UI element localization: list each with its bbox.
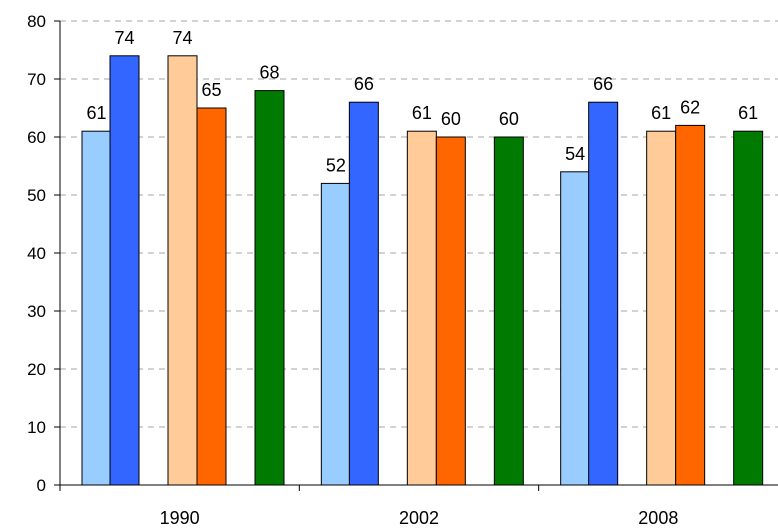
data-label: 66 (354, 74, 374, 94)
bar (435, 136, 466, 486)
data-label: 61 (651, 103, 671, 123)
bar (320, 182, 351, 486)
x-tick-label: 2002 (399, 508, 439, 526)
bar (675, 124, 706, 486)
data-label: 66 (593, 74, 613, 94)
y-tick-label: 70 (27, 70, 46, 89)
bar (406, 130, 437, 486)
data-label: 65 (201, 80, 221, 100)
y-tick-label: 40 (27, 244, 46, 263)
axes: 0 10 20 30 40 50 60 70 80 1990 2002 2008 (27, 12, 778, 528)
bars (81, 55, 764, 486)
data-label: 62 (680, 97, 700, 117)
data-label: 54 (565, 144, 585, 164)
x-tick-label: 2008 (638, 508, 678, 526)
x-tick-label: 1990 (160, 508, 200, 526)
data-label: 60 (441, 109, 461, 129)
bar (254, 90, 285, 486)
bar (646, 130, 677, 486)
bar (560, 171, 591, 486)
y-tick-label: 10 (27, 418, 46, 437)
data-label: 68 (259, 63, 279, 83)
data-label: 60 (499, 109, 519, 129)
y-tick-label: 50 (27, 186, 46, 205)
data-label: 74 (114, 28, 134, 48)
data-labels: 61 52 54 74 66 66 74 61 61 65 60 62 68 60 61 (86, 28, 758, 176)
bar (348, 101, 379, 486)
data-label: 61 (738, 103, 758, 123)
bar (167, 55, 198, 486)
bar (733, 130, 764, 486)
data-label: 52 (326, 155, 346, 175)
data-label: 61 (412, 103, 432, 123)
y-tick-label: 20 (27, 360, 46, 379)
bar (109, 55, 140, 486)
y-tick-label: 30 (27, 302, 46, 321)
bar (588, 101, 619, 486)
y-tick-label: 0 (37, 476, 46, 495)
y-tick-label: 60 (27, 128, 46, 147)
data-label: 61 (86, 103, 106, 123)
y-tick-label: 80 (27, 12, 46, 31)
data-label: 74 (172, 28, 192, 48)
bar (196, 107, 227, 486)
bar (493, 136, 524, 486)
bar (81, 130, 112, 486)
